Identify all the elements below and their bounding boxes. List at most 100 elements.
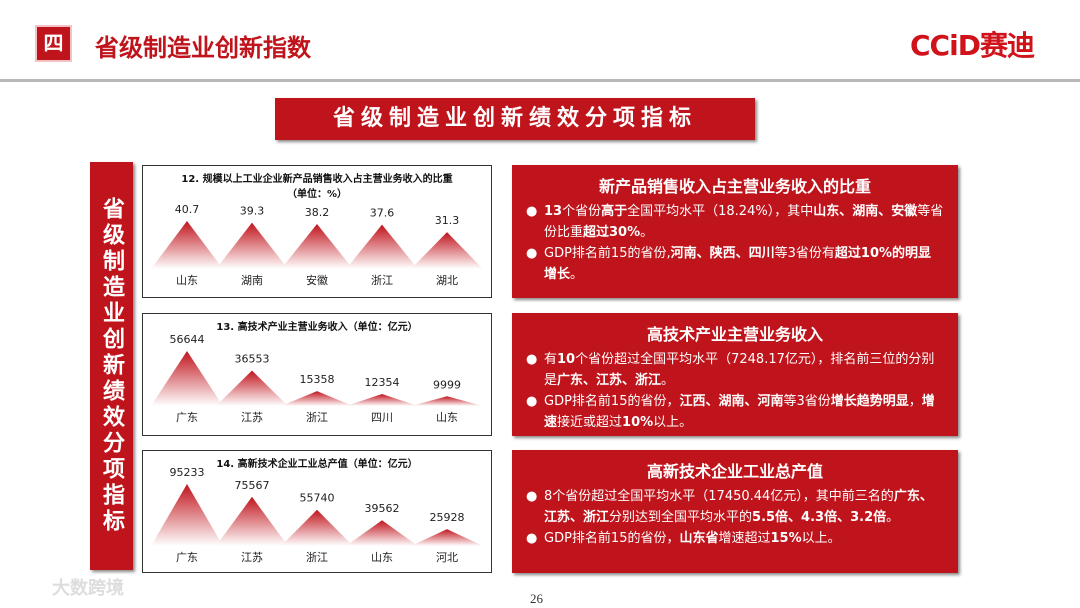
value-label: 9999 (433, 378, 461, 391)
text-run: 个省份超过全国平均水平（7248.17亿元），排名前三位的分别是 (544, 352, 935, 388)
peak (411, 232, 483, 269)
bullet-dot: ● (526, 489, 538, 504)
text-run: 。 (570, 267, 584, 282)
peak (346, 520, 418, 546)
x-tick-label: 山东 (176, 274, 198, 287)
x-tick-label: 浙江 (306, 551, 328, 564)
text-run: GDP排名前15的省份， (544, 394, 680, 409)
x-tick-label: 江苏 (241, 551, 263, 564)
peak (216, 222, 288, 269)
x-tick-label: 湖北 (436, 274, 458, 287)
peak (346, 224, 418, 269)
chart: 56644 广东 36553 江苏 15358 浙江 12354 四川 9999 山东 (151, 333, 483, 424)
peak (411, 529, 483, 546)
value-label: 39562 (365, 502, 400, 515)
value-label: 75567 (235, 479, 270, 492)
chart-title: 13. 高技术产业主营业务收入（单位：亿元） (216, 322, 418, 333)
chart-box: 95233 广东 75567 江苏 55740 浙江 39562 山东 25928 河北 14. 高… (142, 450, 492, 573)
text-run: 以上。 (653, 415, 693, 430)
text-run: 个省份 (562, 204, 602, 219)
x-tick-label: 四川 (371, 411, 393, 424)
text-run: 以上。 (801, 531, 841, 546)
chart-title: 14. 高新技术企业工业总产值（单位：亿元） (216, 459, 418, 470)
value-label: 36553 (235, 353, 270, 366)
bullet-dot: ● (526, 531, 538, 546)
divider (0, 79, 1080, 82)
logo: CCiD赛迪 (910, 29, 1035, 62)
peak (151, 484, 223, 546)
text-run: 有 (544, 352, 558, 367)
text-run: 8个省份超过全国平均水平（17450.44亿元），其中前三名的 (544, 489, 894, 504)
text-run: 等省份比重 (544, 204, 944, 240)
peak (346, 394, 418, 406)
bullet-dot: ● (526, 352, 538, 367)
peak (151, 351, 223, 406)
peak (151, 221, 223, 269)
x-tick-label: 广东 (176, 551, 198, 564)
bullet-text: 有10个省份超过全国平均水平（7248.17亿元），排名前三位的分别是广东、江苏… (544, 349, 944, 391)
chart-box: 56644 广东 36553 江苏 15358 浙江 12354 四川 9999 山东 13. 高技… (142, 313, 492, 436)
bullet: ● GDP排名前15的省份，江西、湖南、河南等3省份增长趋势明显，增速接近或超过1… (526, 391, 944, 433)
info-panel: 高新技术企业工业总产值 ● 8个省份超过全国平均水平（17450.44亿元），其中前… (512, 450, 958, 573)
x-tick-label: 浙江 (371, 274, 393, 287)
value-label: 55740 (300, 492, 335, 505)
value-label: 39.3 (240, 205, 265, 218)
bullet: ● 有10个省份超过全国平均水平（7248.17亿元），排名前三位的分别是广东、江… (526, 349, 944, 391)
x-tick-label: 江苏 (241, 411, 263, 424)
peak (281, 391, 353, 406)
chart: 40.7 山东 39.3 湖南 38.2 安徽 37.6 浙江 31.3 湖北 (151, 203, 483, 287)
value-label: 31.3 (435, 214, 460, 227)
text-run: 超过30% (583, 225, 641, 240)
peak (281, 223, 353, 269)
panel-title: 新产品销售收入占主营业务收入的比重 (598, 177, 871, 196)
text-run: 等3省份 (783, 394, 831, 409)
text-run: 分别达到全国平均水平的 (609, 510, 753, 525)
x-tick-label: 山东 (436, 411, 458, 424)
info-panel: 高技术产业主营业务收入 ● 有10个省份超过全国平均水平（7248.17亿元），排名… (512, 313, 958, 436)
text-run: 广东、江苏、浙江 (544, 489, 933, 525)
bullet-text: GDP排名前15的省份，江西、湖南、河南等3省份增长趋势明显，增速接近或超过10… (544, 391, 944, 433)
text-run: 10% (622, 415, 654, 430)
value-label: 12354 (365, 376, 400, 389)
chart: 95233 广东 75567 江苏 55740 浙江 39562 山东 25928 河北 (151, 466, 483, 564)
bullet-dot: ● (526, 204, 538, 219)
bullet-text: GDP排名前15的省份,河南、陕西、四川等3省份有超过10%的明显增长。 (544, 243, 944, 285)
banner: 省级制造业创新绩效分项指标 (275, 98, 755, 140)
text-run: 山东、湖南、安徽 (813, 204, 918, 219)
peak (281, 509, 353, 546)
text-run: 。 (886, 510, 900, 525)
text-run: 增速超过 (718, 531, 771, 546)
value-label: 40.7 (175, 203, 200, 216)
x-tick-label: 安徽 (306, 273, 328, 287)
bullet: ● GDP排名前15的省份,河南、陕西、四川等3省份有超过10%的明显增长。 (526, 243, 944, 285)
value-label: 25928 (430, 511, 465, 524)
value-label: 56644 (170, 333, 205, 346)
side-title: 省级制造业创新绩效分项指标 (90, 162, 133, 570)
chart-title: 12. 规模以上工业企业新产品销售收入占主营业务收入的比重（单位：%） (181, 174, 453, 200)
value-label: 95233 (170, 466, 205, 479)
x-tick-label: 山东 (371, 551, 393, 564)
chart-box: 40.7 山东 39.3 湖南 38.2 安徽 37.6 浙江 31.3 湖北 12. 规模以上工业… (142, 165, 492, 298)
text-run: 接近或超过 (557, 415, 623, 430)
text-run: 。 (640, 225, 654, 240)
text-run: 河南、陕西、四川 (670, 246, 775, 261)
text-run: 13 (544, 204, 563, 219)
text-run: GDP排名前15的省份， (544, 531, 680, 546)
peak (216, 370, 288, 406)
value-label: 37.6 (370, 207, 395, 220)
value-label: 38.2 (305, 206, 330, 219)
text-run: 增速 (544, 394, 935, 430)
peak (216, 496, 288, 546)
info-panel: 新产品销售收入占主营业务收入的比重 ● 13个省份高于全国平均水平（18.24%），… (512, 165, 958, 298)
text-run: 等3省份有 (774, 246, 835, 261)
bullet-text: 8个省份超过全国平均水平（17450.44亿元），其中前三名的广东、江苏、浙江分… (544, 486, 944, 528)
text-run: 广东、江苏、浙江 (557, 373, 662, 388)
panel-title: 高新技术企业工业总产值 (646, 462, 823, 481)
text-run: GDP排名前15的省份, (544, 246, 671, 261)
text-run: 10 (557, 352, 576, 367)
text-run: 。 (661, 373, 675, 388)
text-run: 山东省 (679, 531, 719, 546)
text-run: ， (908, 394, 922, 409)
text-run: 全国平均水平（18.24%），其中 (627, 204, 814, 219)
